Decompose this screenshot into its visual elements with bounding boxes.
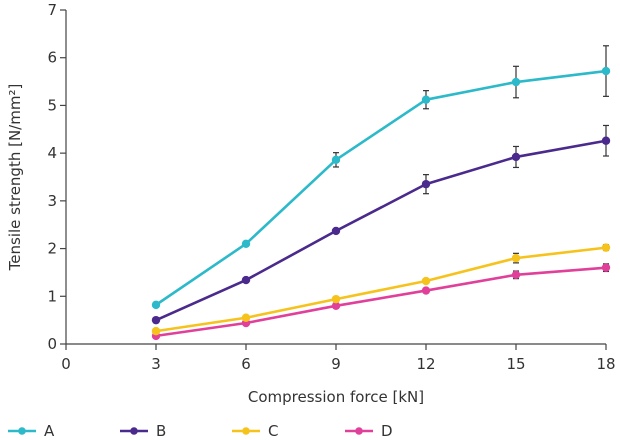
data-point [601,66,611,76]
data-point [331,155,341,165]
y-tick-label: 6 [47,49,57,67]
series-B [151,124,611,325]
series-D [151,263,611,341]
data-point [241,239,251,248]
legend-label: D [381,422,393,440]
x-tick-label: 12 [416,355,435,373]
data-point [601,136,611,145]
data-point [331,226,341,236]
data-point [241,275,251,285]
data-point [511,77,521,87]
legend-item-B: B [120,422,166,440]
series-A [151,45,611,310]
data-point [331,294,341,304]
series-line [155,266,607,338]
x-tick-label: 0 [61,355,71,373]
legend-swatch-marker [242,427,250,435]
y-tick-label: 7 [47,1,57,19]
series-line [155,246,607,333]
data-point [511,152,521,162]
legend-swatch-marker [18,427,26,435]
x-tick-label: 18 [596,355,615,373]
x-ticks: 0 3 6 9 12 15 18 [61,344,616,373]
y-axis-title: Tensile strength [N/mm²] [6,84,24,272]
y-tick-label: 2 [47,240,57,258]
series-layer [151,45,611,341]
x-tick-label: 9 [331,355,341,373]
data-point [511,253,521,263]
legend-swatch-marker [130,427,138,435]
y-tick-label: 1 [47,287,57,305]
data-point [331,301,341,311]
y-ticks: 0 1 2 3 4 5 6 7 [47,1,66,353]
series-line [155,139,607,322]
data-point [421,179,431,189]
x-tick-label: 6 [241,355,251,373]
data-point [151,300,161,310]
legend-label: A [44,422,55,440]
x-tick-label: 3 [151,355,161,373]
y-tick-label: 5 [47,96,57,114]
legend-item-A: A [8,422,55,440]
series-line [155,69,607,306]
data-point [421,95,431,104]
legend-swatch-marker [355,427,363,435]
y-tick-label: 0 [47,335,57,353]
legend-item-C: C [232,422,278,440]
x-tick-label: 15 [506,355,525,373]
data-point [601,263,611,272]
series-C [151,243,611,336]
data-point [601,243,611,252]
legend: A B C D [8,422,393,440]
data-point [421,286,431,295]
data-point [241,313,251,322]
data-point [511,270,521,280]
legend-label: C [268,422,278,440]
data-point [151,315,161,325]
data-point [421,276,431,286]
legend-item-D: D [345,422,393,440]
data-point [151,326,161,336]
x-axis-title: Compression force [kN] [248,388,424,406]
legend-label: B [156,422,166,440]
y-tick-label: 4 [47,144,57,162]
y-tick-label: 3 [47,192,57,210]
